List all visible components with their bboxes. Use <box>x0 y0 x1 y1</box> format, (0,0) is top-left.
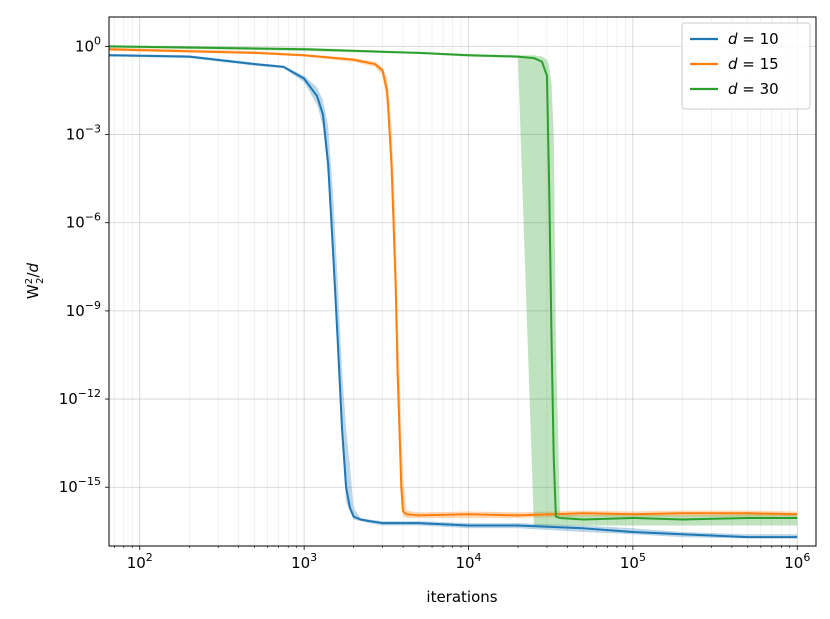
x-axis-label: iterations <box>426 588 497 606</box>
legend-label-d-30: d = 30 <box>728 80 779 98</box>
y-tick-label: 10−6 <box>66 211 101 232</box>
x-axis-ticks: 102 103 104 105 106 <box>113 546 810 572</box>
y-tick-label: 10−3 <box>66 123 101 144</box>
legend: d = 10 d = 15 d = 30 <box>681 22 811 110</box>
x-tick-label: 105 <box>620 551 646 572</box>
y-axis-ticks: 100 10−3 10−6 10−9 10−12 10−15 <box>59 34 109 496</box>
series-line-d-10 <box>109 54 798 539</box>
legend-box <box>681 22 811 110</box>
series-line-d-30 <box>109 45 798 521</box>
y-tick-label: 10−15 <box>59 475 101 496</box>
series-line-d-15 <box>109 48 798 517</box>
y-tick-label: 10−12 <box>59 387 101 408</box>
y-tick-label: 10−9 <box>66 299 101 320</box>
x-tick-label: 102 <box>127 551 153 572</box>
x-tick-label: 103 <box>291 551 317 572</box>
x-tick-label: 104 <box>455 551 481 572</box>
plot-frame <box>108 16 817 547</box>
x-tick-label: 106 <box>784 551 810 572</box>
series-lines <box>109 45 798 539</box>
y-axis-label: W22/d <box>24 262 46 299</box>
legend-label-d-15: d = 15 <box>728 55 779 73</box>
y-tick-label: 100 <box>75 34 101 55</box>
grid <box>109 17 816 546</box>
legend-label-d-10: d = 10 <box>728 30 779 48</box>
